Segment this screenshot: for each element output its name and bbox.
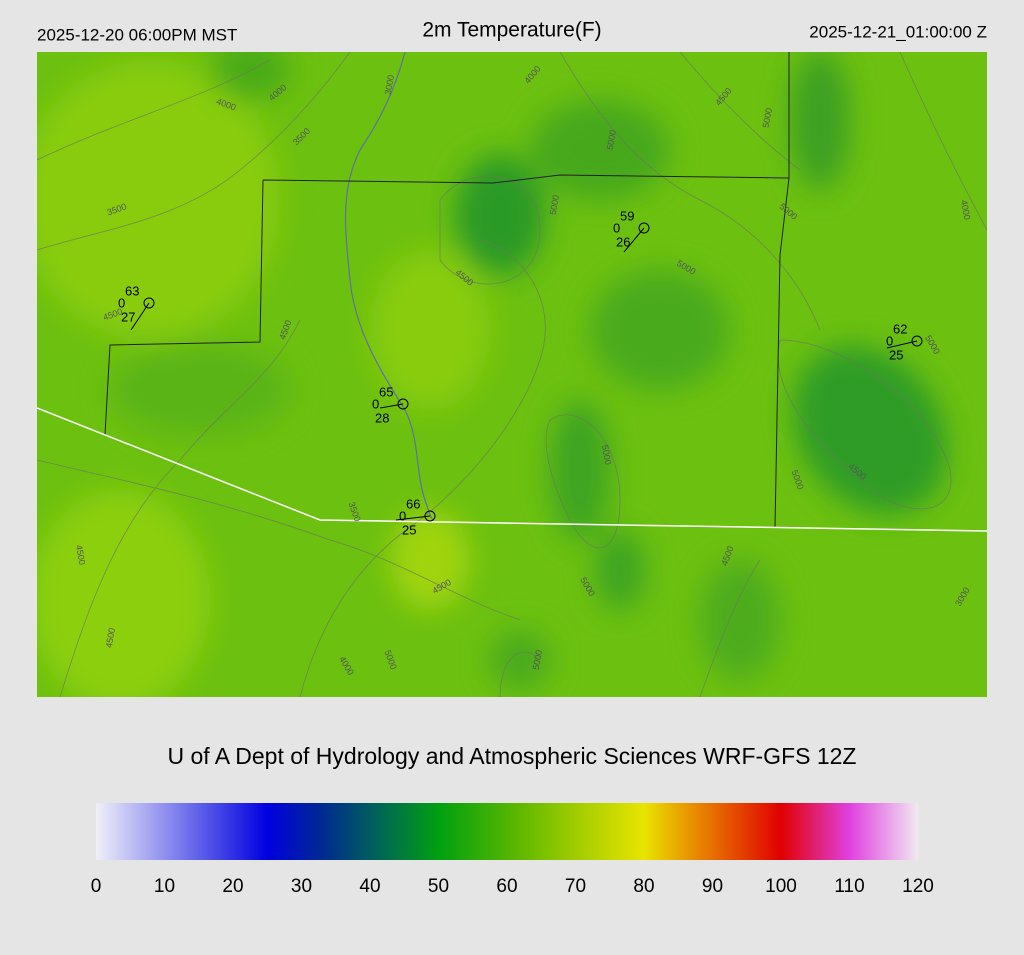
colorbar-tick-label: 10 xyxy=(154,876,175,897)
cloud-cover: 0 xyxy=(399,508,406,523)
contour-label: 3000 xyxy=(383,74,396,95)
colorbar-tick-label: 110 xyxy=(834,876,864,897)
station-circle xyxy=(911,335,923,347)
cloud-cover: 0 xyxy=(613,220,620,235)
colorbar-tick-label: 120 xyxy=(902,876,934,897)
dewpoint: 27 xyxy=(121,309,135,324)
cloud-cover: 0 xyxy=(118,295,125,310)
contour-label: 5000 xyxy=(605,129,618,150)
station-circle xyxy=(638,222,650,234)
contour-label: 4500 xyxy=(74,544,87,565)
cloud-cover: 0 xyxy=(372,396,379,411)
valid-time-utc: 2025-12-21_01:00:00 Z xyxy=(809,22,987,41)
colorbar-tick-label: 60 xyxy=(496,876,517,897)
temperature: 66 xyxy=(406,496,420,511)
valid-time-local: 2025-12-20 06:00PM MST xyxy=(37,25,237,44)
dewpoint: 25 xyxy=(889,347,903,362)
contour-label: 4000 xyxy=(959,199,972,220)
contour-label: 5000 xyxy=(531,649,544,670)
colorbar-tick-label: 70 xyxy=(565,876,586,897)
station-circle xyxy=(397,398,409,410)
dewpoint: 26 xyxy=(616,234,630,249)
cloud-cover: 0 xyxy=(886,333,893,348)
title: 2m Temperature(F) xyxy=(422,19,601,42)
temperature: 59 xyxy=(620,208,634,223)
temperature: 63 xyxy=(125,283,139,298)
wind-barb xyxy=(395,515,431,521)
dewpoint: 25 xyxy=(402,522,416,537)
colorbar-tick-label: 50 xyxy=(428,876,449,897)
credit: U of A Dept of Hydrology and Atmospheric… xyxy=(167,743,856,769)
temperature: 62 xyxy=(893,321,907,336)
colorbar: 0 10 20 30 40 50 60 70 80 90 100 110 120 xyxy=(91,803,934,897)
contour-label: 4500 xyxy=(104,627,117,648)
contour-label: 5000 xyxy=(761,107,774,128)
wind-barb xyxy=(130,302,150,331)
colorbar-tick-label: 80 xyxy=(633,876,654,897)
wind-barb xyxy=(379,403,404,409)
colorbar-tick-label: 20 xyxy=(222,876,243,897)
wind-barb xyxy=(886,340,918,349)
station-circle xyxy=(424,510,436,522)
wind-barb xyxy=(623,227,645,253)
colorbar-tick-label: 0 xyxy=(91,876,102,897)
contour-label: 5000 xyxy=(548,194,561,215)
temperature: 65 xyxy=(379,384,393,399)
colorbar-tick-label: 30 xyxy=(291,876,312,897)
colorbar-scale xyxy=(96,803,918,860)
contour-label: 5000 xyxy=(600,444,613,465)
colorbar-tick-label: 40 xyxy=(359,876,380,897)
station-circle xyxy=(143,297,155,309)
colorbar-tick-label: 90 xyxy=(702,876,723,897)
colorbar-tick-label: 100 xyxy=(765,876,797,897)
dewpoint: 28 xyxy=(375,410,389,425)
